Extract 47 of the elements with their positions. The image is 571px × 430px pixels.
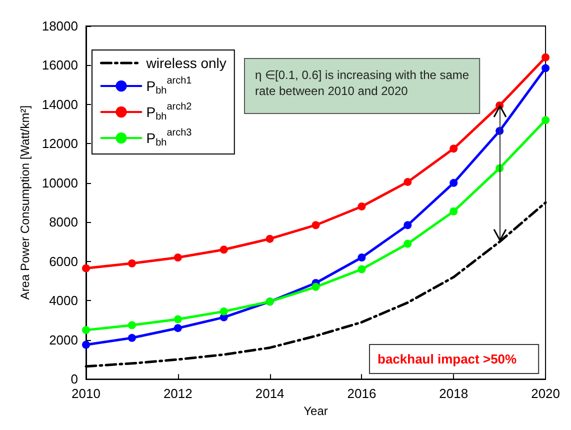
- point: [542, 64, 550, 72]
- x-axis-title: Year: [304, 404, 328, 418]
- y-tick-label: 6000: [49, 254, 78, 269]
- y-tick-label: 4000: [49, 293, 78, 308]
- point: [542, 53, 550, 62]
- y-axis-title: Area Power Consumption [Watt/km²]: [18, 105, 32, 300]
- point: [404, 240, 412, 248]
- x-tick-label: 2020: [531, 386, 560, 402]
- x-tick-label: 2018: [439, 386, 468, 402]
- point: [404, 178, 412, 186]
- point: [450, 178, 458, 187]
- y-tick-label: 14000: [42, 96, 78, 112]
- point: [358, 202, 366, 210]
- x-tick-label: 2012: [163, 386, 192, 402]
- point: [450, 207, 458, 216]
- point: [312, 221, 320, 230]
- x-tick-label: 2010: [72, 386, 100, 402]
- point: [82, 264, 90, 272]
- y-tick-label: 2000: [49, 332, 78, 348]
- point: [128, 334, 136, 342]
- point: [404, 221, 412, 230]
- point: [266, 234, 274, 243]
- point: [450, 144, 458, 153]
- point: [82, 340, 90, 349]
- y-tick-label: 10000: [42, 175, 78, 190]
- x-tick-label: 2014: [255, 386, 284, 402]
- point: [128, 321, 136, 330]
- point: [542, 116, 550, 124]
- x-tick-label: 2016: [347, 386, 376, 402]
- point: [358, 265, 366, 274]
- y-tick-label: 12000: [42, 136, 78, 152]
- annotation: backhaul impact >50%: [378, 352, 518, 366]
- point: [220, 246, 228, 254]
- point: [220, 307, 228, 316]
- point: [174, 253, 182, 262]
- point: [312, 282, 320, 291]
- y-tick-label: 16000: [42, 58, 78, 73]
- y-tick-label: 18000: [42, 18, 78, 34]
- point: [358, 253, 366, 262]
- y-tick-label: 8000: [49, 214, 78, 230]
- point: [174, 324, 182, 332]
- y-tick-label: 0: [70, 372, 78, 387]
- annotation: η ∈[0.1, 0.6] is increasing with the same rate between 2010 and 2020: [255, 68, 470, 98]
- point: [82, 326, 90, 334]
- point: [174, 315, 182, 324]
- point: [128, 259, 136, 268]
- legend-label: wireless only: [145, 55, 226, 71]
